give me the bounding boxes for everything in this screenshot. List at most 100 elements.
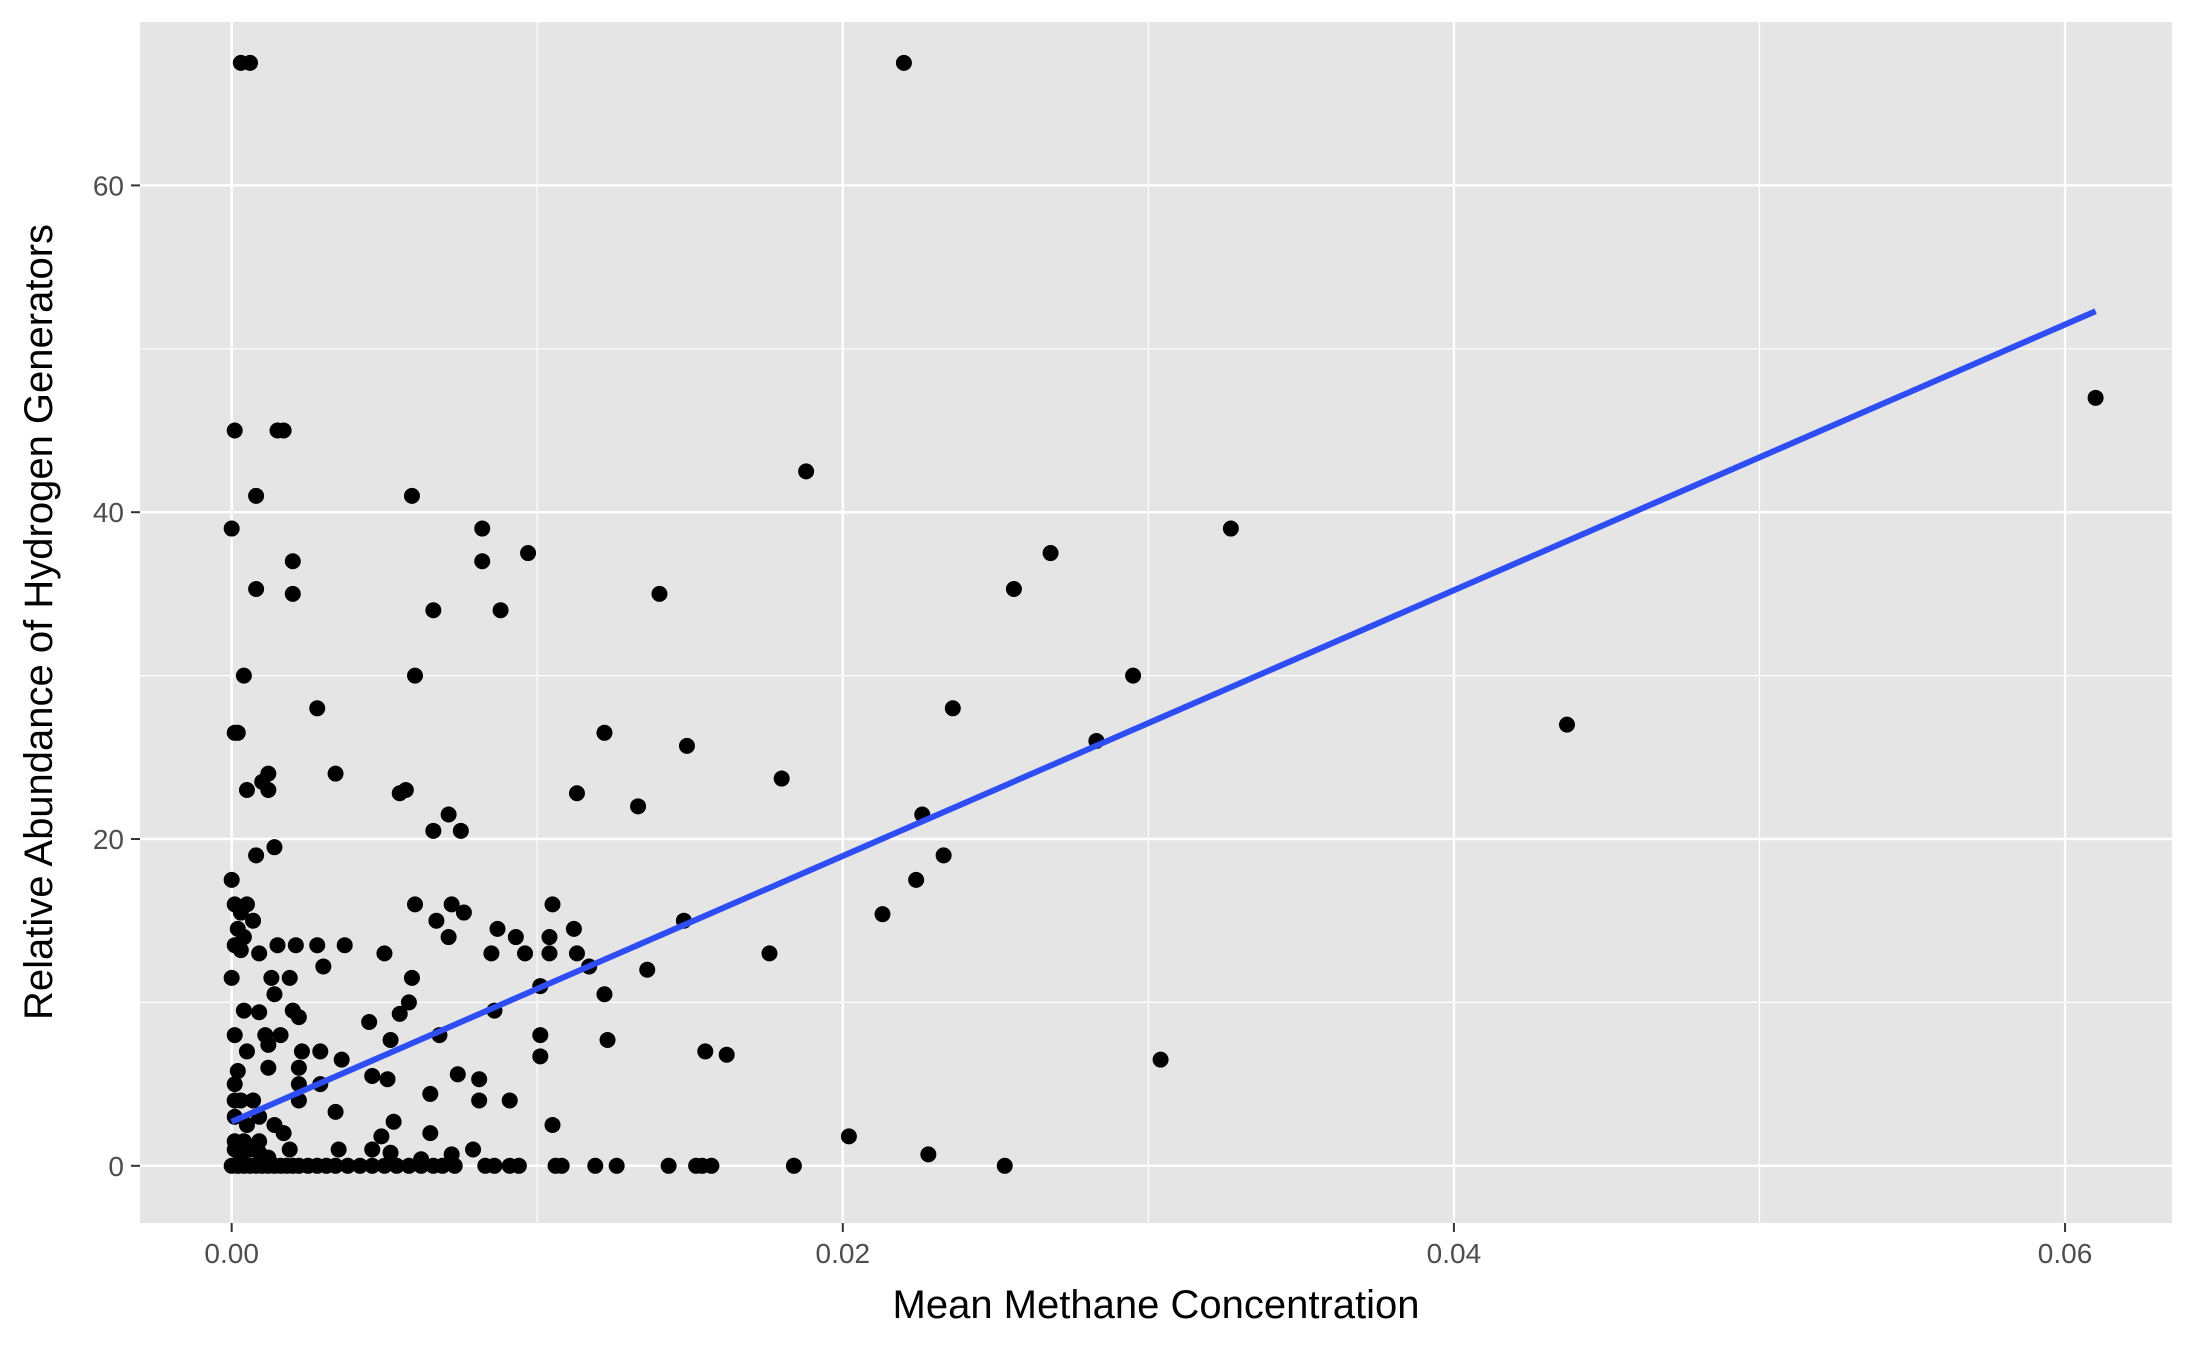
data-point: [352, 1157, 369, 1174]
data-point: [269, 937, 286, 954]
data-point: [232, 1092, 249, 1109]
data-point: [1152, 1051, 1169, 1068]
data-point: [565, 920, 582, 937]
data-point: [330, 1141, 347, 1158]
data-point: [660, 1157, 677, 1174]
data-point: [599, 1031, 616, 1048]
data-point: [568, 945, 585, 962]
data-point: [443, 896, 460, 913]
data-point: [471, 1092, 488, 1109]
data-point: [226, 1027, 243, 1044]
data-point: [400, 994, 417, 1011]
data-point: [266, 986, 283, 1003]
data-point: [290, 1009, 307, 1026]
data-point: [364, 1157, 381, 1174]
data-point: [697, 1043, 714, 1060]
data-point: [400, 1157, 417, 1174]
data-point: [281, 969, 298, 986]
data-point: [874, 906, 891, 923]
data-point: [541, 945, 558, 962]
data-point: [272, 1027, 289, 1044]
data-point: [407, 896, 424, 913]
data-point: [678, 737, 695, 754]
data-point: [507, 929, 524, 946]
minor-gridlines: [140, 22, 2172, 1223]
data-point: [501, 1092, 518, 1109]
data-point: [226, 422, 243, 439]
data-point: [425, 602, 442, 619]
data-point: [248, 847, 265, 864]
data-point: [544, 896, 561, 913]
data-point: [263, 969, 280, 986]
data-point: [238, 781, 255, 798]
data-point: [486, 1157, 503, 1174]
data-point: [920, 1146, 937, 1163]
data-point: [333, 1051, 350, 1068]
data-point: [630, 798, 647, 815]
data-point: [382, 1031, 399, 1048]
data-point: [651, 585, 668, 602]
data-point: [248, 581, 265, 598]
data-point: [284, 585, 301, 602]
data-point: [474, 520, 491, 537]
x-axis-ticks: [230, 1223, 2067, 1232]
data-point: [446, 1157, 463, 1174]
data-point: [238, 1116, 255, 1133]
data-point: [798, 463, 815, 480]
data-point: [275, 1125, 292, 1142]
data-point: [403, 487, 420, 504]
data-point: [379, 1071, 396, 1088]
y-axis-tick-labels: 0 20 40 60: [93, 170, 124, 1181]
data-point: [235, 667, 252, 684]
data-point: [373, 1128, 390, 1145]
y-axis-title: Relative Abundance of Hydrogen Generator…: [17, 224, 61, 1020]
y-axis-ticks: [131, 184, 140, 1167]
regression-line: [230, 308, 2097, 1125]
data-point: [223, 969, 240, 986]
data-point: [327, 765, 344, 782]
data-point: [785, 1157, 802, 1174]
data-point: [315, 958, 332, 975]
data-point: [1005, 581, 1022, 598]
y-tick-label: 60: [93, 170, 124, 201]
data-point: [428, 912, 445, 929]
data-point: [1042, 545, 1059, 562]
data-point: [260, 781, 277, 798]
data-point: [260, 1036, 277, 1053]
data-point: [312, 1043, 329, 1060]
data-point: [2087, 389, 2104, 406]
data-point: [238, 896, 255, 913]
data-point: [397, 781, 414, 798]
x-tick-label: 0.04: [1427, 1238, 1482, 1269]
data-point: [245, 1092, 262, 1109]
data-point: [465, 1141, 482, 1158]
data-point: [361, 1014, 378, 1031]
data-point: [336, 937, 353, 954]
data-point: [382, 1144, 399, 1161]
data-point: [553, 1157, 570, 1174]
data-point: [471, 1071, 488, 1088]
data-point: [403, 969, 420, 986]
data-point: [773, 770, 790, 787]
data-point: [364, 1067, 381, 1084]
data-point: [275, 422, 292, 439]
data-points: [223, 54, 2104, 1174]
y-tick-label: 0: [108, 1151, 124, 1182]
data-point: [235, 1002, 252, 1019]
data-point: [287, 937, 304, 954]
data-point: [385, 1113, 402, 1130]
data-point: [608, 1157, 625, 1174]
data-point: [223, 520, 240, 537]
data-point: [489, 920, 506, 937]
data-point: [541, 929, 558, 946]
data-point: [327, 1157, 344, 1174]
data-point: [413, 1157, 430, 1174]
data-point: [996, 1157, 1013, 1174]
data-point: [364, 1141, 381, 1158]
data-point: [242, 54, 259, 71]
data-point: [248, 487, 265, 504]
data-point: [895, 54, 912, 71]
data-point: [568, 785, 585, 802]
data-point: [309, 937, 326, 954]
data-point: [908, 871, 925, 888]
